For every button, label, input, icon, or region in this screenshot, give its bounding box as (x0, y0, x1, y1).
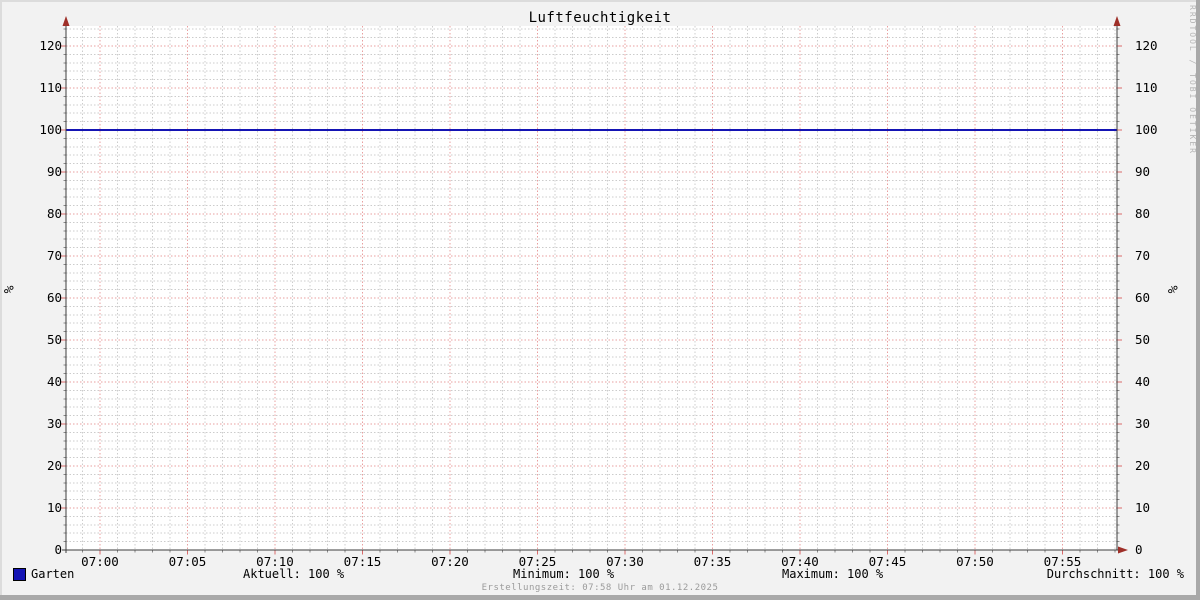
x-tick-label: 07:35 (693, 554, 732, 569)
y-tick-label-right: 30 (1135, 416, 1151, 431)
x-tick-label: 07:30 (606, 554, 644, 569)
y-tick-label-right: 100 (1135, 122, 1158, 137)
series-color-swatch (13, 568, 26, 581)
y-tick-label-right: 60 (1135, 290, 1151, 305)
y-tick-label-left: 10 (46, 500, 62, 515)
x-tick-label: 07:40 (781, 554, 819, 569)
x-tick-label: 07:20 (431, 554, 469, 569)
y-tick-label-right: 90 (1135, 164, 1151, 179)
y-tick-label-left: 70 (46, 248, 62, 263)
y-tick-label-left: 90 (46, 164, 62, 179)
x-tick-label: 07:15 (343, 554, 382, 569)
x-tick-label: 07:55 (1043, 554, 1082, 569)
y-tick-label-left: 100 (39, 122, 62, 137)
chart-title: Luftfeuchtigkeit (528, 10, 672, 26)
x-tick-label: 07:10 (256, 554, 294, 569)
y-tick-label-left: 30 (46, 416, 62, 431)
image-border-right (1196, 0, 1200, 600)
y-tick-label-left: 50 (46, 332, 62, 347)
image-border-left (0, 0, 2, 600)
image-border-bottom (0, 595, 1200, 600)
creation-time-note: Erstellungszeit: 07:58 Uhr am 01.12.2025 (481, 583, 719, 593)
x-tick-label: 07:45 (868, 554, 907, 569)
y-tick-label-right: 120 (1135, 38, 1158, 53)
y-tick-label-left: 60 (46, 290, 62, 305)
y-tick-label-left: 0 (54, 542, 62, 557)
x-tick-label: 07:25 (518, 554, 557, 569)
y-tick-label-right: 70 (1135, 248, 1151, 263)
y-tick-label-right: 20 (1135, 458, 1151, 473)
stat-minimum: Minimum: 100 % (513, 567, 615, 581)
rrdtool-watermark: RRDTOOL / TOBI OETIKER (1188, 5, 1197, 155)
x-tick-label: 07:00 (81, 554, 119, 569)
y-tick-label-left: 120 (39, 38, 62, 53)
stat-durchschnitt: Durchschnitt: 100 % (1046, 567, 1184, 581)
x-tick-label: 07:50 (956, 554, 994, 569)
x-tick-label: 07:05 (168, 554, 207, 569)
legend-row: Garten Aktuell: 100 % Minimum: 100 % Max… (0, 567, 1200, 583)
y-tick-label-right: 40 (1135, 374, 1151, 389)
y-tick-label-right: 10 (1135, 500, 1151, 515)
y-tick-label-right: 50 (1135, 332, 1151, 347)
y-tick-label-left: 80 (46, 206, 62, 221)
y-tick-label-left: 40 (46, 374, 62, 389)
stat-maximum: Maximum: 100 % (782, 567, 884, 581)
stat-aktuell: Aktuell: 100 % (243, 567, 345, 581)
y-tick-label-left: 110 (39, 80, 62, 95)
y-tick-label-right: 80 (1135, 206, 1151, 221)
series-legend-label: Garten (31, 567, 75, 581)
image-border-top (0, 0, 1200, 2)
y-tick-label-left: 20 (46, 458, 62, 473)
y-tick-label-right: 0 (1135, 542, 1143, 557)
y-tick-label-right: 110 (1135, 80, 1158, 95)
